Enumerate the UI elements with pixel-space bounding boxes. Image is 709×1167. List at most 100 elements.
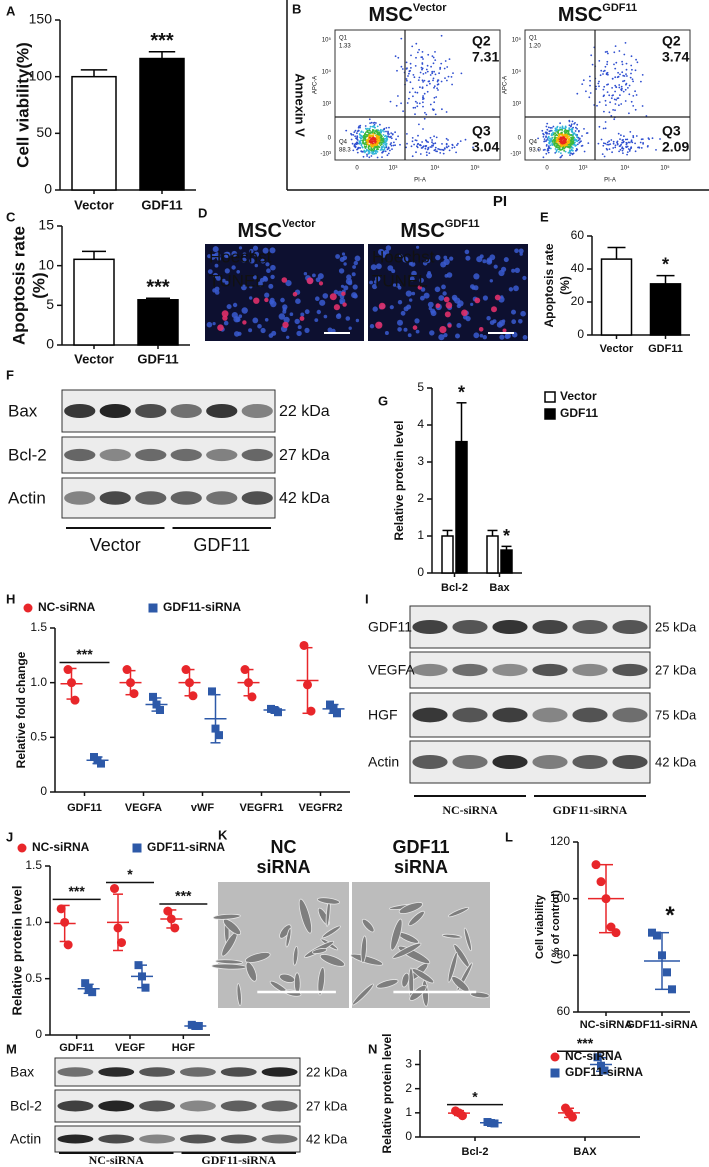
- event-dot: [385, 139, 388, 142]
- quadrant-value: 93.0: [529, 148, 541, 154]
- event-dot: [564, 132, 567, 135]
- event-dot: [440, 148, 442, 151]
- event-dot: [630, 55, 633, 58]
- event-dot: [373, 121, 376, 124]
- event-dot: [431, 55, 434, 57]
- y-tick-label: 15: [38, 217, 54, 233]
- cell: [244, 952, 271, 963]
- event-dot: [394, 144, 396, 147]
- nucleus: [422, 261, 428, 266]
- nucleus: [314, 318, 319, 322]
- event-dot: [422, 101, 424, 104]
- cell: [312, 948, 328, 954]
- event-dot: [446, 79, 448, 82]
- bar: [137, 299, 179, 346]
- legend-marker: [550, 1052, 560, 1062]
- nucleus: [214, 252, 221, 259]
- event-dot: [566, 146, 569, 148]
- nucleus: [409, 276, 415, 282]
- event-dot: [578, 137, 581, 140]
- nucleus: [518, 319, 523, 324]
- nucleus: [449, 256, 454, 261]
- bar: [71, 75, 117, 191]
- event-dot: [416, 105, 419, 108]
- band-size: 22 kDa: [279, 403, 330, 420]
- event-dot: [561, 138, 564, 140]
- event-dot: [548, 142, 551, 145]
- event-dot: [563, 149, 565, 152]
- data-point: [129, 689, 139, 699]
- event-dot: [612, 147, 615, 149]
- event-dot: [572, 143, 575, 146]
- blot-strip: [61, 436, 276, 474]
- event-dot: [385, 142, 388, 145]
- event-dot: [611, 94, 614, 97]
- event-dot: [386, 136, 388, 139]
- event-dot: [415, 56, 417, 59]
- y-tick-label: 100: [550, 891, 570, 905]
- event-dot: [408, 97, 410, 100]
- y-tick-label: 1.5: [25, 858, 42, 872]
- event-dot: [628, 150, 631, 152]
- nucleus: [514, 248, 519, 254]
- event-dot: [438, 72, 440, 75]
- event-dot: [451, 147, 454, 149]
- nucleus: [508, 287, 514, 292]
- event-dot: [621, 87, 623, 90]
- event-dot: [629, 76, 632, 79]
- event-dot: [621, 142, 623, 144]
- data-point: [648, 928, 656, 937]
- event-dot: [550, 129, 552, 132]
- event-dot: [425, 151, 428, 154]
- cell: [351, 983, 374, 1006]
- flow-x-tick-label: 10³: [579, 166, 588, 172]
- event-dot: [561, 134, 564, 137]
- event-dot: [379, 149, 382, 151]
- nucleus: [407, 333, 412, 338]
- event-dot: [414, 91, 417, 94]
- event-dot: [394, 131, 396, 134]
- band-label: HGF: [368, 707, 398, 723]
- x-tick-label: VEGFR2: [298, 802, 342, 814]
- event-dot: [545, 125, 548, 128]
- event-dot: [426, 70, 429, 73]
- event-dot: [576, 123, 579, 126]
- event-dot: [435, 96, 438, 98]
- significance: ***: [76, 646, 93, 662]
- nucleus: [241, 257, 247, 263]
- event-dot: [573, 138, 576, 141]
- event-dot: [589, 84, 591, 87]
- band-size: 27 kDa: [279, 447, 330, 464]
- event-dot: [421, 51, 424, 53]
- event-dot: [558, 151, 560, 153]
- data-point: [122, 665, 132, 675]
- event-dot: [570, 128, 573, 131]
- event-dot: [618, 145, 621, 148]
- nucleus: [315, 296, 320, 302]
- stain-label: TUNEL: [372, 271, 428, 290]
- event-dot: [445, 111, 448, 113]
- event-dot: [364, 127, 367, 130]
- event-dot: [605, 104, 607, 106]
- event-dot: [419, 71, 422, 74]
- event-dot: [574, 145, 577, 147]
- event-dot: [597, 82, 600, 85]
- event-dot: [564, 150, 567, 153]
- panel-label: K: [218, 827, 228, 842]
- event-dot: [565, 144, 568, 146]
- nucleus: [263, 276, 269, 282]
- event-dot: [598, 125, 601, 128]
- event-dot: [433, 70, 435, 73]
- event-dot: [422, 105, 424, 108]
- event-dot: [422, 97, 425, 99]
- significance: *: [662, 254, 669, 274]
- event-dot: [375, 136, 378, 139]
- event-dot: [396, 69, 398, 72]
- event-dot: [381, 148, 384, 151]
- event-dot: [625, 146, 627, 148]
- cell: [317, 897, 340, 905]
- nucleus: [473, 273, 480, 280]
- nucleus: [511, 268, 516, 273]
- flow-x-label: PI-A: [604, 178, 616, 184]
- event-dot: [602, 127, 605, 130]
